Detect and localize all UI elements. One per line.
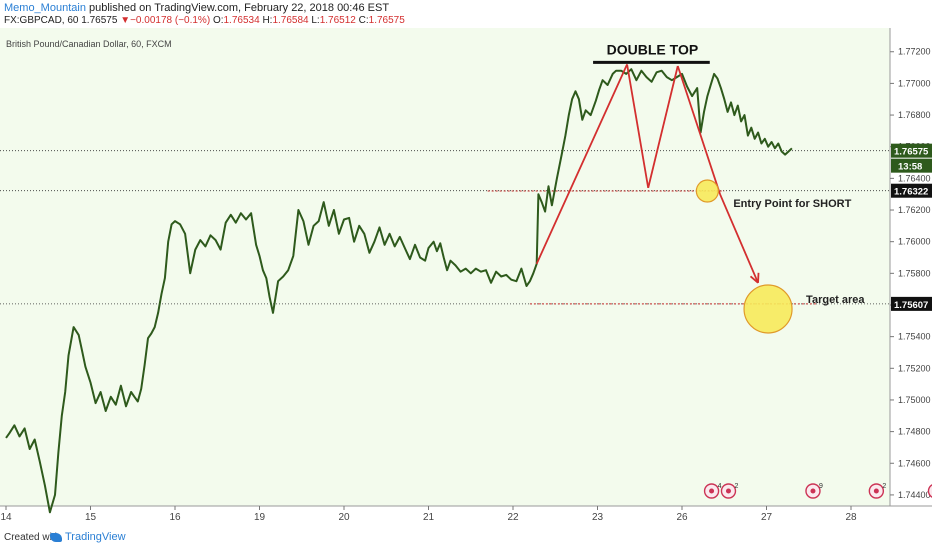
price-change: −0.00178 (−0.1%) [130, 15, 211, 26]
pattern-line-segment [626, 64, 650, 189]
x-tick-label: 22 [507, 512, 519, 523]
entry-point-label: Entry Point for SHORT [733, 198, 851, 210]
y-tick-label: 1.74400 [898, 490, 931, 500]
pattern-line-segment [719, 193, 759, 284]
y-tick-label: 1.76000 [898, 237, 931, 247]
low-value: 1.76512 [319, 15, 356, 26]
y-tick-label: 1.75800 [898, 268, 931, 278]
x-tick-label: 23 [592, 512, 604, 523]
event-icon-dot [725, 488, 731, 494]
event-count: 9 [819, 483, 823, 490]
event-icon-dot [873, 488, 879, 494]
price-label: 1.75607 [894, 300, 928, 311]
y-tick-label: 1.76200 [898, 205, 931, 215]
event-count: 4 [718, 483, 722, 490]
entry-point-circle [695, 179, 719, 203]
y-tick-label: 1.75400 [898, 332, 931, 342]
pattern-line-segment [676, 65, 721, 195]
tradingview-logo-text: TradingView [65, 531, 126, 543]
price-chart[interactable]: British Pound/Canadian Dollar, 60, FXCM … [0, 0, 932, 528]
y-tick-label: 1.77200 [898, 47, 931, 57]
x-tick-label: 14 [0, 512, 12, 523]
high-value: 1.76584 [272, 15, 309, 26]
price-label-box [891, 296, 932, 311]
event-icon-dot [810, 488, 816, 494]
x-tick-label: 20 [338, 512, 350, 523]
price-label-box [891, 183, 932, 198]
y-tick-label: 1.75000 [898, 395, 931, 405]
time-badge: 13:58 [898, 162, 922, 173]
price-axis-background [890, 28, 932, 506]
footer: Created with TradingView [0, 528, 932, 550]
pattern-line-segment [647, 65, 679, 189]
created-with-text: Created with [4, 532, 61, 543]
x-tick-label: 15 [85, 512, 97, 523]
price-label: 1.76322 [894, 187, 928, 198]
last-price: 1.76575 [81, 15, 118, 26]
ohlc-line: FX:GBPCAD, 60 1.76575 ▼−0.00178 (−0.1%) … [4, 15, 405, 26]
tradingview-cloud-icon [50, 532, 62, 542]
publish-line: Memo_Mountain published on TradingView.c… [4, 2, 389, 14]
x-tick-label: 26 [676, 512, 688, 523]
y-tick-label: 1.76800 [898, 110, 931, 120]
high-label: H: [262, 15, 273, 26]
price-label: 1.76575 [894, 147, 929, 158]
y-tick-label: 1.77000 [898, 78, 931, 88]
price-label-box [891, 143, 932, 158]
close-label: C: [358, 15, 369, 26]
x-tick-label: 27 [761, 512, 773, 523]
author-link[interactable]: Memo_Mountain [4, 2, 86, 14]
y-tick-label: 1.75200 [898, 363, 931, 373]
x-tick-label: 28 [845, 512, 857, 523]
open-value: 1.76534 [223, 15, 260, 26]
low-label: L: [311, 15, 320, 26]
x-tick-label: 16 [169, 512, 181, 523]
symbol: FX:GBPCAD, 60 [4, 15, 79, 26]
target-area-label: Target area [806, 294, 865, 306]
chart-header: Memo_Mountain published on TradingView.c… [0, 0, 932, 28]
y-tick-label: 1.74600 [898, 458, 931, 468]
tradingview-logo[interactable]: TradingView [50, 531, 126, 543]
open-label: O: [212, 15, 224, 26]
target-area-circle [743, 284, 793, 334]
y-tick-label: 1.74800 [898, 427, 931, 437]
double-top-label: DOUBLE TOP [607, 41, 699, 57]
arrow-head-icon [749, 272, 760, 284]
x-tick-label: 19 [254, 512, 266, 523]
economic-event-icon [927, 484, 932, 498]
event-icon-dot [709, 488, 715, 494]
price-series-line [5, 68, 793, 514]
close-value: 1.76575 [368, 15, 405, 26]
published-text: published on TradingView.com, February 2… [89, 2, 390, 14]
chart-title: British Pound/Canadian Dollar, 60, FXCM [6, 39, 172, 49]
down-arrow-icon: ▼ [120, 15, 131, 26]
y-tick-label: 1.76400 [898, 173, 931, 183]
plot-background [0, 28, 890, 506]
event-count: 2 [734, 483, 738, 490]
pattern-line-segment [535, 64, 628, 265]
x-tick-label: 21 [423, 512, 435, 523]
time-badge-box [891, 158, 932, 173]
event-count: 2 [882, 483, 886, 490]
